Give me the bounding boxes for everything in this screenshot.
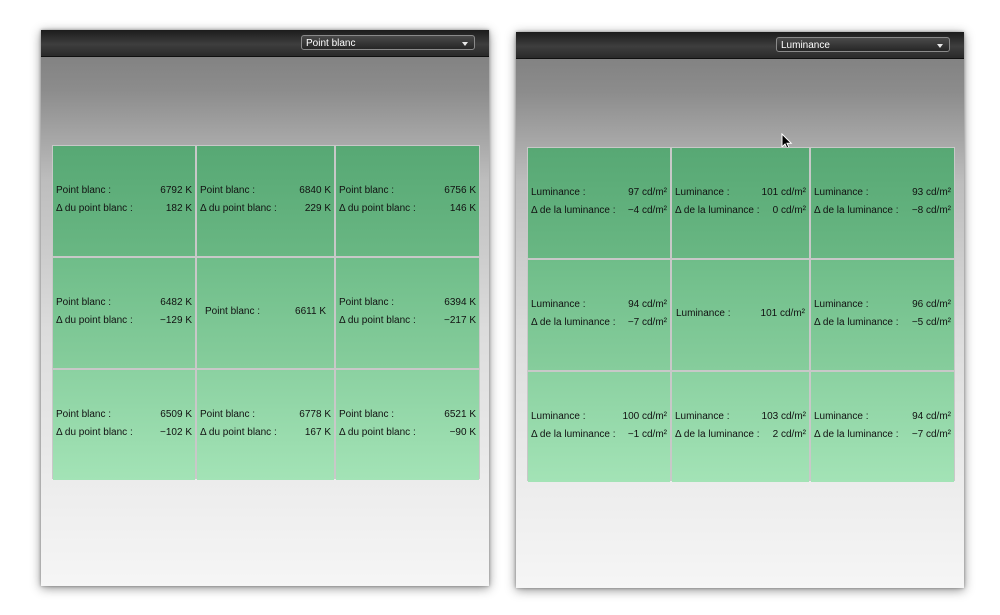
cell-delta-label: Δ de la luminance : — [675, 205, 760, 216]
cell-delta-value: 0 cd/m² — [772, 205, 806, 216]
grid-cell-middle-left: Point blanc : 6482 K Δ du point blanc : −1… — [53, 258, 195, 368]
cell-label: Luminance : — [531, 187, 586, 198]
grid-cell-bottom-center: Point blanc : 6778 K Δ du point blanc : 16… — [197, 370, 334, 480]
grid-cell-bottom-right: Point blanc : 6521 K Δ du point blanc : −9… — [336, 370, 479, 480]
cell-value: 6482 K — [160, 297, 192, 308]
cell-delta-label: Δ de la luminance : — [675, 429, 760, 440]
luminance-panel: Luminance Luminance : 97 cd/m² Δ de la lu… — [516, 32, 964, 588]
grid-cell-top-left: Point blanc : 6792 K Δ du point blanc : 18… — [53, 146, 195, 256]
grid-cell-middle-right: Luminance : 96 cd/m² Δ de la luminance : −… — [811, 260, 954, 370]
cell-label: Point blanc : — [56, 297, 112, 308]
grid-cell-bottom-center: Luminance : 103 cd/m² Δ de la luminance :… — [672, 372, 809, 482]
cell-label: Luminance : — [675, 411, 730, 422]
cell-delta-value: −8 cd/m² — [911, 205, 951, 216]
cell-label: Point blanc : — [339, 409, 395, 420]
cell-delta-label: Δ du point blanc : — [200, 427, 277, 438]
grid-cell-middle-right: Point blanc : 6394 K Δ du point blanc : −2… — [336, 258, 479, 368]
cell-label: Luminance : — [675, 187, 730, 198]
cell-delta-value: −217 K — [444, 315, 476, 326]
measurement-type-dropdown[interactable]: Point blanc — [301, 35, 475, 50]
cell-value: 6521 K — [444, 409, 476, 420]
cell-value: 94 cd/m² — [628, 299, 667, 310]
cell-value: 6394 K — [444, 297, 476, 308]
cell-label: Luminance : — [814, 187, 869, 198]
grid-cell-center-reference: Luminance : 101 cd/m² — [672, 260, 809, 370]
cell-label: Luminance : — [676, 308, 731, 319]
cell-delta-value: −5 cd/m² — [911, 317, 951, 328]
cell-value: 6840 K — [299, 185, 331, 196]
grid-cell-top-right: Luminance : 93 cd/m² Δ de la luminance : −… — [811, 148, 954, 258]
cell-delta-label: Δ de la luminance : — [814, 317, 899, 328]
cell-delta-value: −4 cd/m² — [627, 205, 667, 216]
grid-cell-bottom-left: Point blanc : 6509 K Δ du point blanc : −1… — [53, 370, 195, 480]
cell-delta-value: −1 cd/m² — [627, 429, 667, 440]
cell-value: 6611 K — [295, 306, 326, 317]
cell-label: Point blanc : — [339, 185, 395, 196]
cell-value: 97 cd/m² — [628, 187, 667, 198]
cell-delta-value: −129 K — [160, 315, 192, 326]
cell-delta-value: −90 K — [449, 427, 476, 438]
cell-delta-label: Δ du point blanc : — [56, 315, 133, 326]
cell-delta-label: Δ de la luminance : — [814, 429, 899, 440]
cell-value: 103 cd/m² — [761, 411, 806, 422]
dropdown-selected-value: Point blanc — [306, 38, 356, 49]
grid-cell-top-center: Luminance : 101 cd/m² Δ de la luminance :… — [672, 148, 809, 258]
grid-cell-top-right: Point blanc : 6756 K Δ du point blanc : 14… — [336, 146, 479, 256]
cell-value: 100 cd/m² — [622, 411, 667, 422]
cell-delta-label: Δ de la luminance : — [531, 205, 616, 216]
grid-cell-top-center: Point blanc : 6840 K Δ du point blanc : 22… — [197, 146, 334, 256]
cell-delta-value: 2 cd/m² — [772, 429, 806, 440]
grid-cell-bottom-left: Luminance : 100 cd/m² Δ de la luminance :… — [528, 372, 670, 482]
cell-delta-value: −7 cd/m² — [911, 429, 951, 440]
cell-label: Luminance : — [531, 411, 586, 422]
cell-value: 94 cd/m² — [912, 411, 951, 422]
cell-delta-label: Δ du point blanc : — [339, 203, 416, 214]
cell-label: Point blanc : — [56, 185, 112, 196]
cell-value: 6756 K — [444, 185, 476, 196]
cell-delta-label: Δ de la luminance : — [814, 205, 899, 216]
cell-value: 101 cd/m² — [760, 308, 805, 319]
cell-delta-label: Δ du point blanc : — [200, 203, 277, 214]
cell-label: Point blanc : — [200, 185, 256, 196]
cell-value: 96 cd/m² — [912, 299, 951, 310]
cell-delta-label: Δ de la luminance : — [531, 429, 616, 440]
grid-cell-center-reference: Point blanc : 6611 K — [197, 258, 334, 368]
panel-toolbar: Point blanc — [41, 30, 489, 57]
cell-delta-label: Δ du point blanc : — [339, 315, 416, 326]
uniformity-grid: Luminance :97 cd/m² Δ de la luminance : −… — [527, 147, 955, 482]
cell-label: Point blanc : — [200, 409, 256, 420]
cell-delta-value: 229 K — [304, 203, 331, 214]
cell-delta-value: 167 K — [304, 427, 331, 438]
cell-label: Luminance : — [814, 411, 869, 422]
white-point-panel: Point blanc Point blanc : 6792 K Δ du poi… — [41, 30, 489, 586]
cell-value: 101 cd/m² — [761, 187, 806, 198]
dropdown-selected-value: Luminance — [781, 40, 830, 51]
chevron-down-icon — [937, 44, 943, 48]
cell-value: 6778 K — [299, 409, 331, 420]
cell-delta-label: Δ de la luminance : — [531, 317, 616, 328]
cell-label: Luminance : — [814, 299, 869, 310]
uniformity-grid: Point blanc : 6792 K Δ du point blanc : 18… — [52, 145, 480, 480]
grid-cell-middle-left: Luminance : 94 cd/m² Δ de la luminance : −… — [528, 260, 670, 370]
cell-delta-value: −102 K — [160, 427, 192, 438]
measurement-type-dropdown[interactable]: Luminance — [776, 37, 950, 52]
chevron-down-icon — [462, 42, 468, 46]
cell-delta-label: Δ du point blanc : — [56, 427, 133, 438]
cell-label: Point blanc : — [56, 409, 112, 420]
cell-delta-value: 146 K — [449, 203, 476, 214]
cell-delta-label: Δ du point blanc : — [56, 203, 133, 214]
panel-toolbar: Luminance — [516, 32, 964, 59]
cell-value: 6792 K — [160, 185, 192, 196]
cell-delta-label: Δ du point blanc : — [339, 427, 416, 438]
cell-label: Point blanc : — [339, 297, 395, 308]
cell-label: Point blanc : — [205, 306, 261, 317]
grid-cell-bottom-right: Luminance : 94 cd/m² Δ de la luminance : −… — [811, 372, 954, 482]
cell-value: 93 cd/m² — [912, 187, 951, 198]
cell-value: 6509 K — [160, 409, 192, 420]
cell-label: Luminance : — [531, 299, 586, 310]
cell-delta-value: 182 K — [165, 203, 192, 214]
cell-delta-value: −7 cd/m² — [627, 317, 667, 328]
grid-cell-top-left: Luminance : 97 cd/m² Δ de la luminance : −… — [528, 148, 670, 258]
